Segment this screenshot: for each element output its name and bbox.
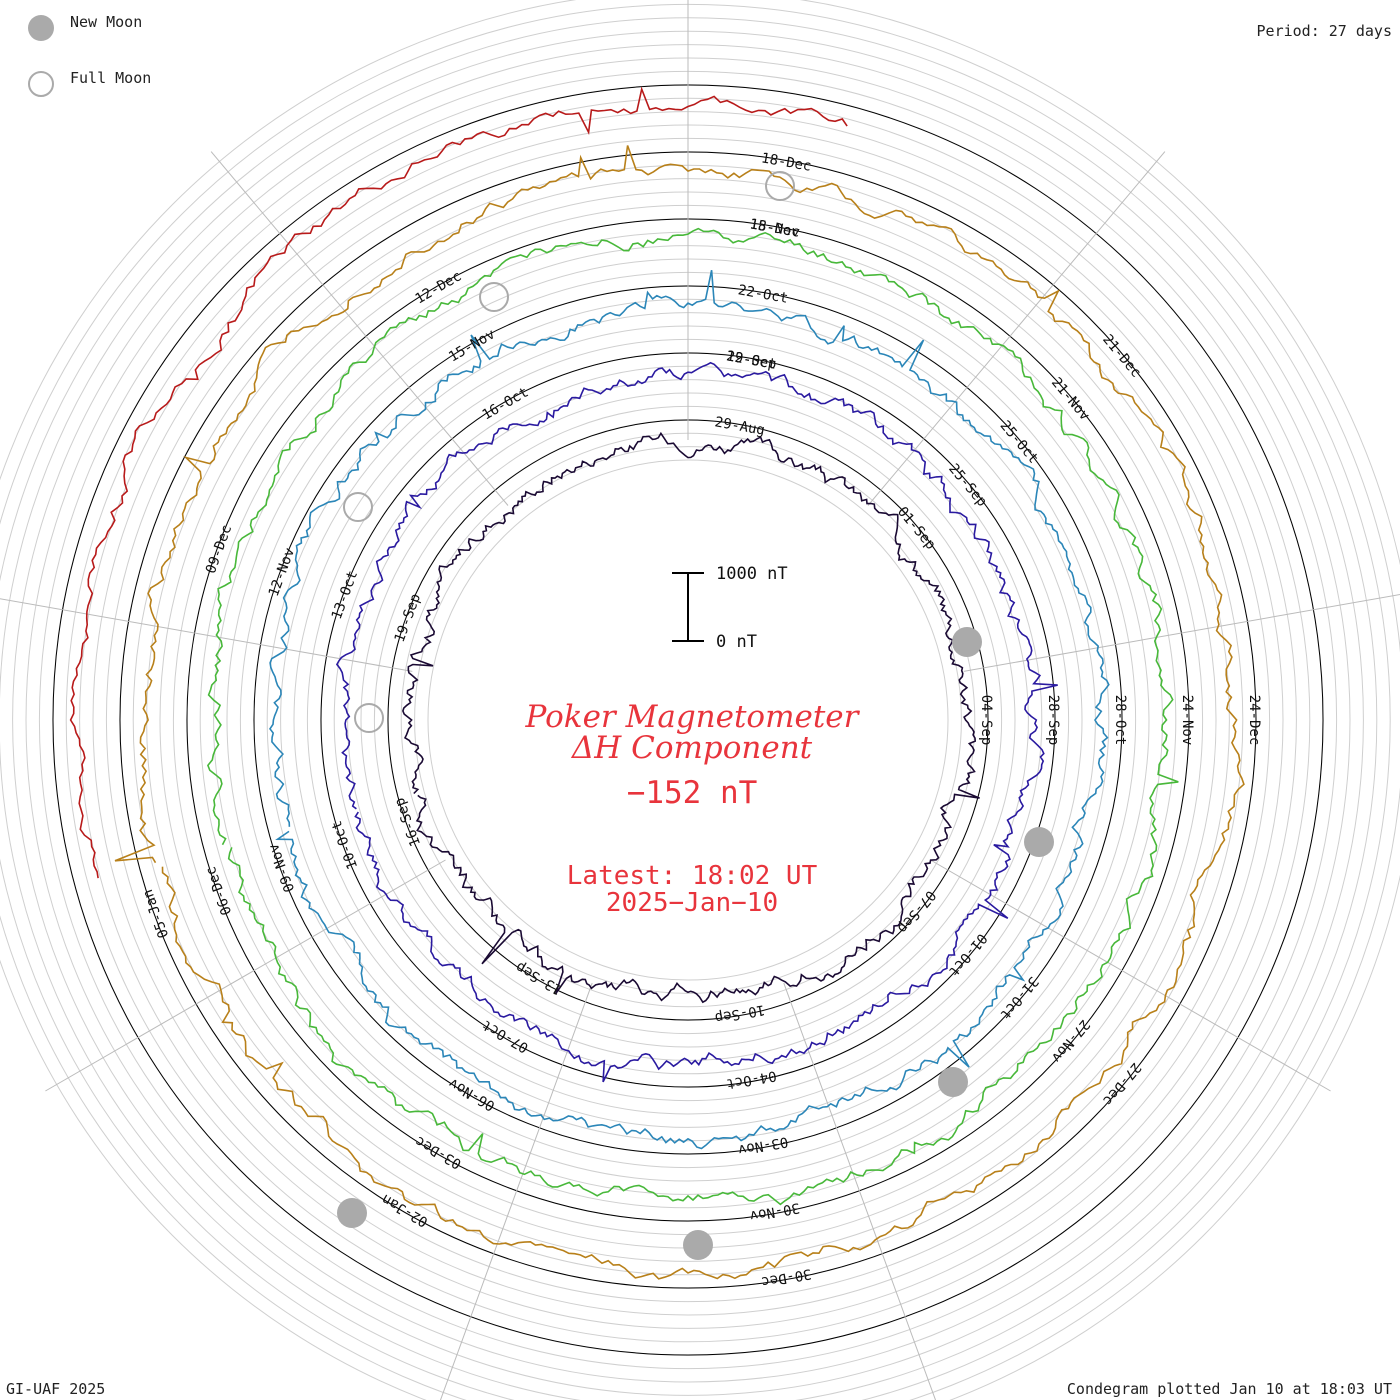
footer-credit: GI-UAF 2025 (6, 1380, 106, 1398)
date-tick-label: 16-Oct (480, 384, 532, 423)
latest-time: Latest: 18:02 UT (567, 861, 818, 891)
full-moon-marker (343, 492, 373, 522)
date-tick-label: 13-Oct (329, 569, 361, 622)
spoke (867, 151, 1166, 506)
spoke (439, 982, 593, 1400)
scale-bottom-label: 0 nT (716, 632, 757, 652)
date-tick-label: 03-Dec (413, 1133, 465, 1172)
new-moon-marker (1024, 827, 1054, 857)
date-tick-label: 02-Jan (379, 1191, 431, 1230)
new-moon-label: New Moon (70, 13, 143, 31)
date-tick-label: 09-Dec (203, 523, 235, 576)
date-tick-label: 10-Oct (329, 818, 361, 871)
date-tick-label: 28-Oct (1112, 695, 1128, 746)
footer-plot-time: Condegram plotted Jan 10 at 18:03 UT (1066, 1380, 1392, 1398)
date-tick-label: 13-Sep (513, 958, 565, 997)
series-line (69, 86, 848, 879)
date-tick-label: 06-Dec (203, 864, 235, 917)
moon-markers (337, 171, 1054, 1260)
full-moon-marker (765, 171, 795, 201)
grid-ring (427, 459, 949, 981)
grid-ring (414, 446, 962, 994)
series-line (269, 270, 1110, 1150)
spoke (45, 859, 446, 1092)
latest-date: 2025−Jan−10 (606, 888, 778, 918)
date-tick-label: 24-Nov (1179, 695, 1195, 746)
new-moon-marker (938, 1067, 968, 1097)
date-tick-label: 28-Sep (1045, 695, 1061, 746)
scale-top-label: 1000 nT (716, 564, 788, 584)
current-value: −152 nT (627, 775, 758, 811)
date-tick-label: 12-Nov (266, 546, 298, 599)
series-line (402, 431, 980, 1004)
date-tick-label: 06-Nov (446, 1075, 498, 1114)
full-moon-label: Full Moon (70, 69, 152, 87)
chart-title-line1: Poker Magnetometer (525, 699, 861, 735)
new-moon-icon (28, 15, 54, 41)
center-annotations: 1000 nT 0 nT Poker Magnetometer ΔH Compo… (525, 564, 861, 918)
spoke (963, 593, 1400, 672)
spoke (210, 151, 509, 506)
full-moon-marker (479, 282, 509, 312)
date-tick-label: 05-Jan (140, 887, 172, 940)
new-moon-marker (683, 1230, 713, 1260)
series-layer (69, 86, 1245, 1280)
date-tick-label: 07-Oct (480, 1016, 532, 1055)
new-moon-marker (337, 1198, 367, 1228)
series-line (206, 227, 1179, 1206)
date-tick-label: 19-Sep (392, 592, 424, 645)
series-line (114, 145, 1245, 1280)
chart-title-line2: ΔH Component (571, 730, 813, 766)
date-tick-label: 24-Dec (1246, 695, 1262, 746)
new-moon-marker (952, 627, 982, 657)
date-tick-label: 09-Nov (266, 841, 298, 894)
date-tick-label: 04-Sep (978, 695, 994, 746)
spoke (930, 859, 1331, 1092)
spoke (0, 598, 413, 672)
full-moon-marker (354, 703, 384, 733)
series-line (335, 361, 1058, 1083)
period-label: Period: 27 days (1256, 22, 1392, 40)
spoke (783, 982, 937, 1400)
full-moon-icon (28, 71, 54, 97)
